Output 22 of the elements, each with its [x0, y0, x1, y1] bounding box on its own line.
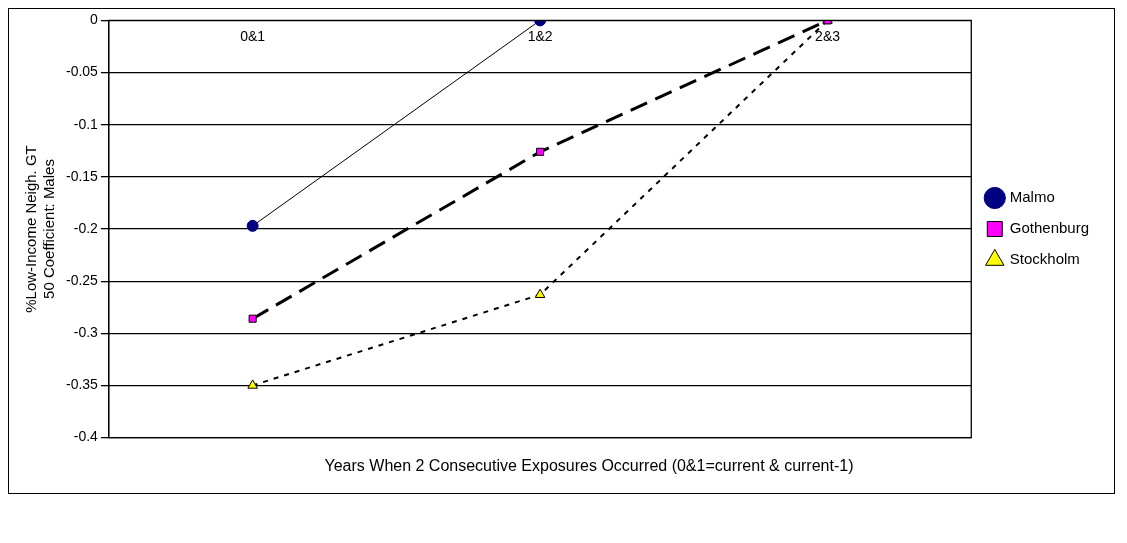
legend-label: Malmo: [1009, 188, 1055, 206]
x-tick-label: 2&3: [815, 27, 841, 44]
x-tick-label: 1&2: [527, 27, 553, 44]
y-axis-title: %Low-Income Neigh. GT 50 Coefficient: Males: [22, 145, 58, 313]
y-tick-label: -0.25: [65, 272, 99, 289]
point: [247, 379, 258, 389]
point: [246, 219, 259, 232]
y-tick-label: 0: [90, 11, 99, 28]
legend-label: Stockholm: [1009, 250, 1080, 268]
y-tick-label: -0.3: [73, 324, 99, 341]
y-tick-label: -0.15: [65, 167, 99, 184]
x-tick-label: 0&1: [240, 27, 266, 44]
point: [534, 288, 546, 298]
y-tick-label: -0.2: [73, 219, 99, 236]
y-tick-label: -0.35: [65, 376, 99, 393]
x-axis-title: Years When 2 Consecutive Exposures Occurred (0&1=current & current-1): [323, 456, 855, 476]
y-tick-label: -0.4: [73, 428, 99, 445]
y-tick-label: -0.1: [73, 115, 99, 132]
point: [536, 147, 545, 156]
legend-label: Gothenburg: [1009, 219, 1090, 237]
point: [248, 314, 257, 323]
y-tick-label: -0.05: [65, 63, 99, 80]
